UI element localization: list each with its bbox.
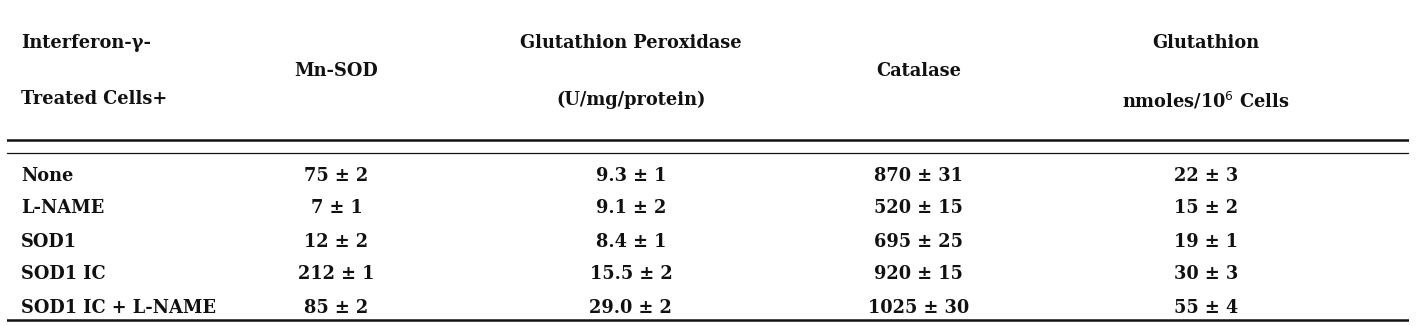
- Text: 85 ± 2: 85 ± 2: [304, 299, 368, 317]
- Text: 22 ± 3: 22 ± 3: [1174, 167, 1238, 185]
- Text: 8.4 ± 1: 8.4 ± 1: [596, 233, 666, 251]
- Text: 920 ± 15: 920 ± 15: [874, 265, 963, 283]
- Text: Catalase: Catalase: [875, 62, 961, 80]
- Text: SOD1: SOD1: [21, 233, 76, 251]
- Text: L-NAME: L-NAME: [21, 199, 105, 217]
- Text: 15 ± 2: 15 ± 2: [1174, 199, 1238, 217]
- Text: Treated Cells+: Treated Cells+: [21, 90, 167, 108]
- Text: 12 ± 2: 12 ± 2: [304, 233, 368, 251]
- Text: 30 ± 3: 30 ± 3: [1174, 265, 1238, 283]
- Text: Glutathion Peroxidase: Glutathion Peroxidase: [520, 34, 742, 52]
- Text: 9.3 ± 1: 9.3 ± 1: [596, 167, 666, 185]
- Text: nmoles/10$^6$ Cells: nmoles/10$^6$ Cells: [1121, 90, 1290, 111]
- Text: (U/mg/protein): (U/mg/protein): [556, 90, 705, 109]
- Text: 7 ± 1: 7 ± 1: [310, 199, 362, 217]
- Text: 19 ± 1: 19 ± 1: [1174, 233, 1238, 251]
- Text: None: None: [21, 167, 74, 185]
- Text: SOD1 IC: SOD1 IC: [21, 265, 106, 283]
- Text: 695 ± 25: 695 ± 25: [874, 233, 963, 251]
- Text: Interferon-γ-: Interferon-γ-: [21, 34, 152, 52]
- Text: 520 ± 15: 520 ± 15: [874, 199, 963, 217]
- Text: Mn-SOD: Mn-SOD: [295, 62, 378, 80]
- Text: 15.5 ± 2: 15.5 ± 2: [589, 265, 673, 283]
- Text: 55 ± 4: 55 ± 4: [1174, 299, 1238, 317]
- Text: 75 ± 2: 75 ± 2: [304, 167, 368, 185]
- Text: SOD1 IC + L-NAME: SOD1 IC + L-NAME: [21, 299, 217, 317]
- Text: 1025 ± 30: 1025 ± 30: [868, 299, 969, 317]
- Text: 9.1 ± 2: 9.1 ± 2: [596, 199, 666, 217]
- Text: Glutathion: Glutathion: [1153, 34, 1259, 52]
- Text: 29.0 ± 2: 29.0 ± 2: [589, 299, 673, 317]
- Text: 870 ± 31: 870 ± 31: [874, 167, 963, 185]
- Text: 212 ± 1: 212 ± 1: [299, 265, 375, 283]
